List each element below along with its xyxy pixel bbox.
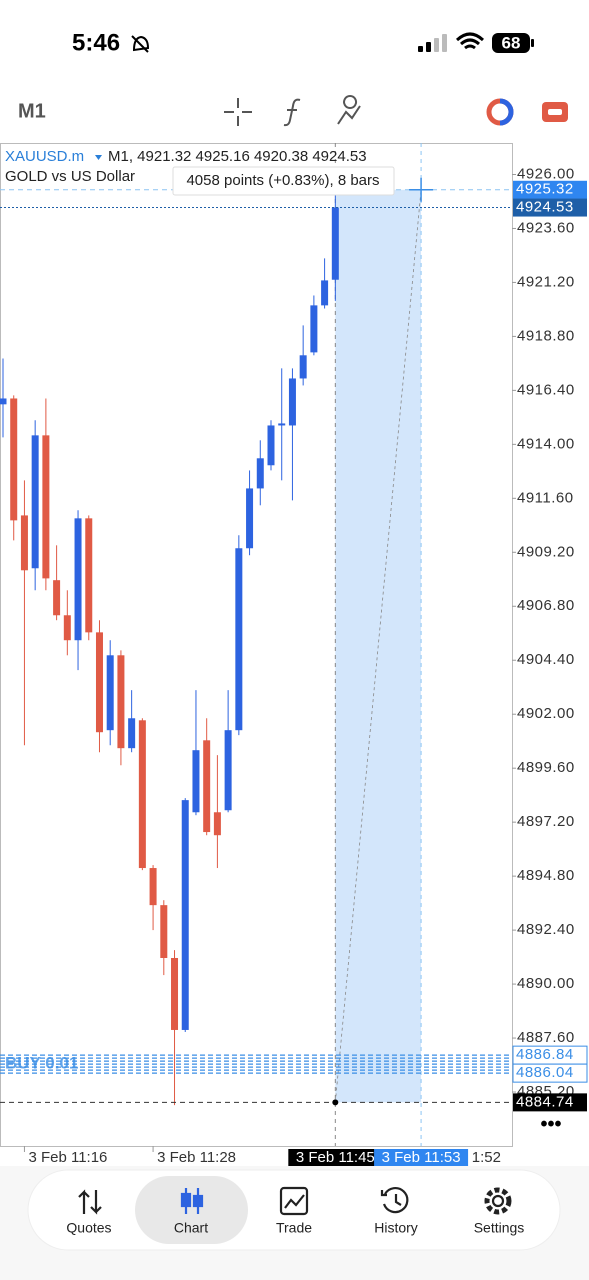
candle-body	[128, 718, 136, 749]
nav-label[interactable]: Trade	[276, 1220, 312, 1236]
y-tick-label: 4890.00	[517, 975, 575, 992]
candle-body	[224, 730, 232, 811]
candle-body	[171, 957, 179, 1030]
y-tick-label: 4906.80	[517, 597, 575, 614]
measure-point	[332, 1099, 339, 1106]
more-button[interactable]: •••	[540, 1113, 561, 1135]
y-tick-label: 4892.40	[517, 921, 575, 938]
candle-body	[10, 398, 18, 521]
nav-label[interactable]: History	[374, 1220, 418, 1236]
candle-body	[160, 905, 168, 958]
y-tick-label: 4909.20	[517, 543, 575, 560]
x-tick-label: 3 Feb 11:28	[157, 1149, 236, 1166]
candle-body	[310, 305, 318, 353]
candle-body	[0, 398, 7, 405]
candle-body	[299, 355, 307, 379]
candle-body	[192, 750, 200, 813]
subtitle: GOLD vs US Dollar	[5, 168, 135, 185]
price-tag	[513, 1093, 587, 1112]
measure-label: 4058 points (+0.83%), 8 bars	[186, 172, 379, 189]
y-tick-label: 4911.60	[517, 489, 574, 506]
battery-level: 68	[502, 33, 521, 52]
price-tag	[513, 198, 587, 217]
nav-labels: Quotes Chart Trade History Settings	[66, 1220, 524, 1236]
nav-active	[135, 1176, 248, 1244]
price-tag-label: 4886.04	[516, 1064, 574, 1081]
candle-body	[331, 207, 339, 280]
y-tick-label: 4918.80	[517, 327, 575, 344]
y-tick-label: 4916.40	[517, 381, 575, 398]
time-tag	[288, 1149, 383, 1167]
nav-label[interactable]: Settings	[474, 1220, 525, 1236]
symbol-arrow	[95, 155, 102, 160]
nav-label[interactable]: Chart	[174, 1220, 208, 1236]
x-tick-label: 3 Feb 11:16	[28, 1149, 107, 1166]
candle-body	[117, 655, 125, 749]
toolbar-icons[interactable]	[224, 95, 568, 127]
candle-body	[321, 280, 329, 306]
y-tick-label: 4923.60	[517, 219, 575, 236]
y-tick-label: 4921.20	[517, 273, 575, 290]
y-tick-label: 4902.00	[517, 705, 575, 722]
time-tag-label: 3 Feb 11:53	[382, 1149, 461, 1166]
candle-body	[20, 515, 28, 571]
measure-diagonal	[334, 189, 422, 1103]
clock: 5:46	[72, 29, 120, 56]
price-tag-label: 4925.32	[516, 181, 574, 198]
y-tick-label: 4894.80	[517, 867, 575, 884]
symbol[interactable]: XAUUSD.m	[5, 148, 84, 165]
candle-body	[181, 800, 189, 1030]
candle-body	[106, 655, 114, 731]
ohlc-info: M1, 4921.32 4925.16 4920.38 4924.53	[108, 148, 367, 165]
y-tick-label: 4926.00	[517, 165, 575, 182]
candle-body	[53, 580, 61, 616]
candle-body	[256, 458, 264, 489]
y-tick-label: 4897.20	[517, 813, 575, 830]
candle-body	[246, 488, 254, 549]
price-tag	[512, 1063, 588, 1083]
plot-frame	[0, 143, 513, 1147]
candle-body	[235, 548, 243, 731]
candle-body	[288, 378, 296, 426]
y-tick-label: 4899.60	[517, 759, 575, 776]
timeframe[interactable]: M1	[18, 100, 46, 122]
y-tick-label: 4904.40	[517, 651, 575, 668]
measure-label-box	[172, 166, 395, 196]
candle-body	[31, 435, 39, 569]
candle-body	[149, 868, 157, 906]
nav-bar	[27, 1169, 561, 1251]
time-tag-label: 3 Feb 11:45	[296, 1149, 375, 1166]
candle-body	[213, 812, 221, 836]
status-icons	[131, 32, 534, 53]
x-fragment: 1:52	[472, 1149, 501, 1166]
price-tag	[513, 180, 587, 199]
candle-body	[138, 720, 146, 869]
candle-body	[85, 518, 93, 633]
candle-body	[95, 632, 103, 733]
candle-body	[203, 740, 211, 833]
price-tag-label: 4924.53	[516, 199, 574, 216]
y-tick-label: 4887.60	[517, 1029, 575, 1046]
price-tag-label: 4886.84	[516, 1046, 574, 1063]
candle-body	[63, 615, 71, 641]
price-tag-label: 4884.74	[516, 1093, 574, 1110]
nav-label[interactable]: Quotes	[66, 1220, 111, 1236]
y-tick-label: 4914.00	[517, 435, 575, 452]
crosshair-cursor	[409, 177, 434, 202]
candle-body	[278, 423, 286, 426]
chart: 4926.00 4923.60 4921.20 4918.80 4916.40 4914.…	[0, 143, 588, 1167]
candle-body	[74, 518, 82, 641]
nav-icons	[78, 1186, 512, 1216]
order-label: BUY 0.01	[5, 1054, 78, 1073]
time-tag	[374, 1149, 469, 1167]
candle-body	[267, 425, 275, 466]
candle-body	[42, 435, 50, 579]
